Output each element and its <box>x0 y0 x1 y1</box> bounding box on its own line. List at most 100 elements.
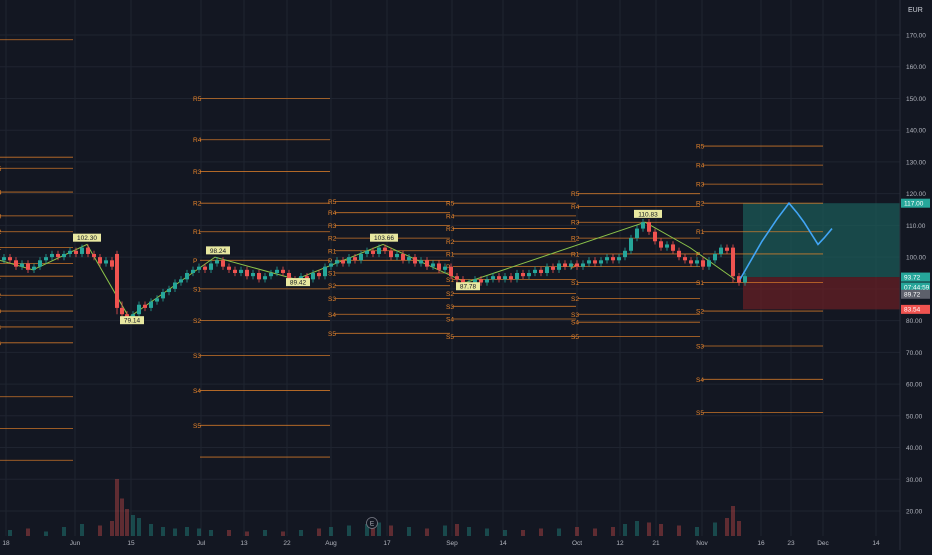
pivot-label: S1 <box>328 271 336 278</box>
volume-bar <box>521 530 525 536</box>
candle-body <box>209 263 213 270</box>
swing-label: 98.24 <box>210 248 227 255</box>
time-tick: Nov <box>696 540 708 547</box>
price-tick: 140.00 <box>906 128 926 135</box>
pivot-label: P <box>328 258 332 265</box>
candle-body <box>365 250 369 254</box>
candle-body <box>539 269 543 273</box>
candle-body <box>587 260 591 264</box>
volume-bar <box>185 527 189 536</box>
pivot-label: S4 <box>571 320 579 327</box>
candle-body <box>479 279 483 283</box>
price-tick: 70.00 <box>906 350 923 357</box>
price-axis[interactable]: 170.00 160.00 150.00 140.00 130.00 120.00 110.… <box>899 0 930 550</box>
pivot-label: R4 <box>0 190 2 197</box>
candle-body <box>110 260 114 267</box>
candle-body <box>599 260 603 264</box>
volume-bar <box>149 524 153 536</box>
candle-body <box>503 276 507 280</box>
price-tick: 160.00 <box>906 64 926 71</box>
swing-label-box <box>634 209 662 218</box>
price-badge <box>901 304 930 314</box>
price-badge-label: 93.72 <box>904 274 921 281</box>
candle-body <box>143 304 147 308</box>
pivot-label: S5 <box>446 334 454 341</box>
pivot-label: R2 <box>696 201 705 208</box>
volume-bar <box>245 531 249 536</box>
pivot-label: R3 <box>571 220 580 227</box>
candle-body <box>44 257 48 261</box>
swing-label: 89.42 <box>290 280 307 287</box>
candle-body <box>665 244 669 248</box>
pivot-label: R2 <box>328 236 337 243</box>
time-tick: 13 <box>240 540 248 547</box>
pivot-label: R5 <box>193 96 202 103</box>
volume-bar <box>263 530 267 536</box>
volume-bar <box>503 530 507 536</box>
swing-label: 87.78 <box>460 284 477 291</box>
candle-body <box>38 260 42 267</box>
candle-body <box>179 279 183 283</box>
time-tick: Aug <box>325 540 337 547</box>
pivot-label: R2 <box>193 201 202 208</box>
pivot-levels: R5R4R3R2R1PS1S2S3S4S5R5R4R3R2R1PS1S2S3S4… <box>0 39 823 461</box>
pivot-label: S1 <box>0 274 1 281</box>
candle-body <box>98 257 102 264</box>
pivot-label: S1 <box>193 286 201 293</box>
candle-body <box>197 266 201 270</box>
candle-body <box>455 276 459 280</box>
time-axis[interactable]: 18 Jun 15 Jul 13 22 Aug 17 Sep 14 Oct 12 21 Nov 16 23 De… <box>2 517 880 548</box>
candle-body <box>383 247 387 251</box>
pivot-label: S1 <box>446 277 454 284</box>
pivot-label: R2 <box>571 236 580 243</box>
price-badge <box>901 282 930 292</box>
candle-body <box>641 222 645 229</box>
pivot-label: S5 <box>328 331 336 338</box>
volume-bar <box>173 528 177 536</box>
volume-bar <box>485 528 489 536</box>
swing-label-box <box>120 316 144 325</box>
candle-body <box>353 257 357 261</box>
candle-body <box>659 241 663 248</box>
candle-body <box>191 269 195 273</box>
pivot-label: R3 <box>0 213 2 220</box>
candle-body <box>245 269 249 277</box>
volume-bar <box>455 524 459 536</box>
pivot-label: S5 <box>696 410 704 417</box>
candle-body <box>311 273 315 280</box>
candle-body <box>431 263 435 267</box>
pivot-label: R5 <box>0 166 2 173</box>
volume-bar <box>80 524 84 536</box>
candle-body <box>251 273 255 277</box>
volume-bar <box>299 530 303 536</box>
volume-bar <box>737 521 741 536</box>
pivot-label: S4 <box>446 317 454 324</box>
candle-body <box>629 238 633 251</box>
candle-body <box>605 257 609 261</box>
volume-bar <box>110 521 114 536</box>
price-tick: 30.00 <box>906 477 923 484</box>
candle-body <box>149 301 153 308</box>
candle-body <box>647 222 651 232</box>
candle-body <box>257 273 261 280</box>
volume-bar <box>623 524 627 536</box>
pivot-label: R1 <box>0 245 2 252</box>
price-tick: 60.00 <box>906 382 923 389</box>
candle-body <box>371 250 375 254</box>
candle-body <box>683 257 687 261</box>
swing-label-box <box>370 233 398 242</box>
candle-body <box>521 273 525 277</box>
swing-label-box <box>456 282 480 291</box>
time-tick: 12 <box>616 540 624 547</box>
candle-body <box>419 260 423 264</box>
pivot-label: S4 <box>328 312 336 319</box>
candle-body <box>227 266 231 270</box>
volume-bar <box>125 509 129 536</box>
candle-body <box>323 266 327 277</box>
pivot-label: S3 <box>571 312 579 319</box>
candle-body <box>80 247 84 254</box>
candle-body <box>137 304 141 315</box>
pivot-label: P <box>696 251 700 258</box>
